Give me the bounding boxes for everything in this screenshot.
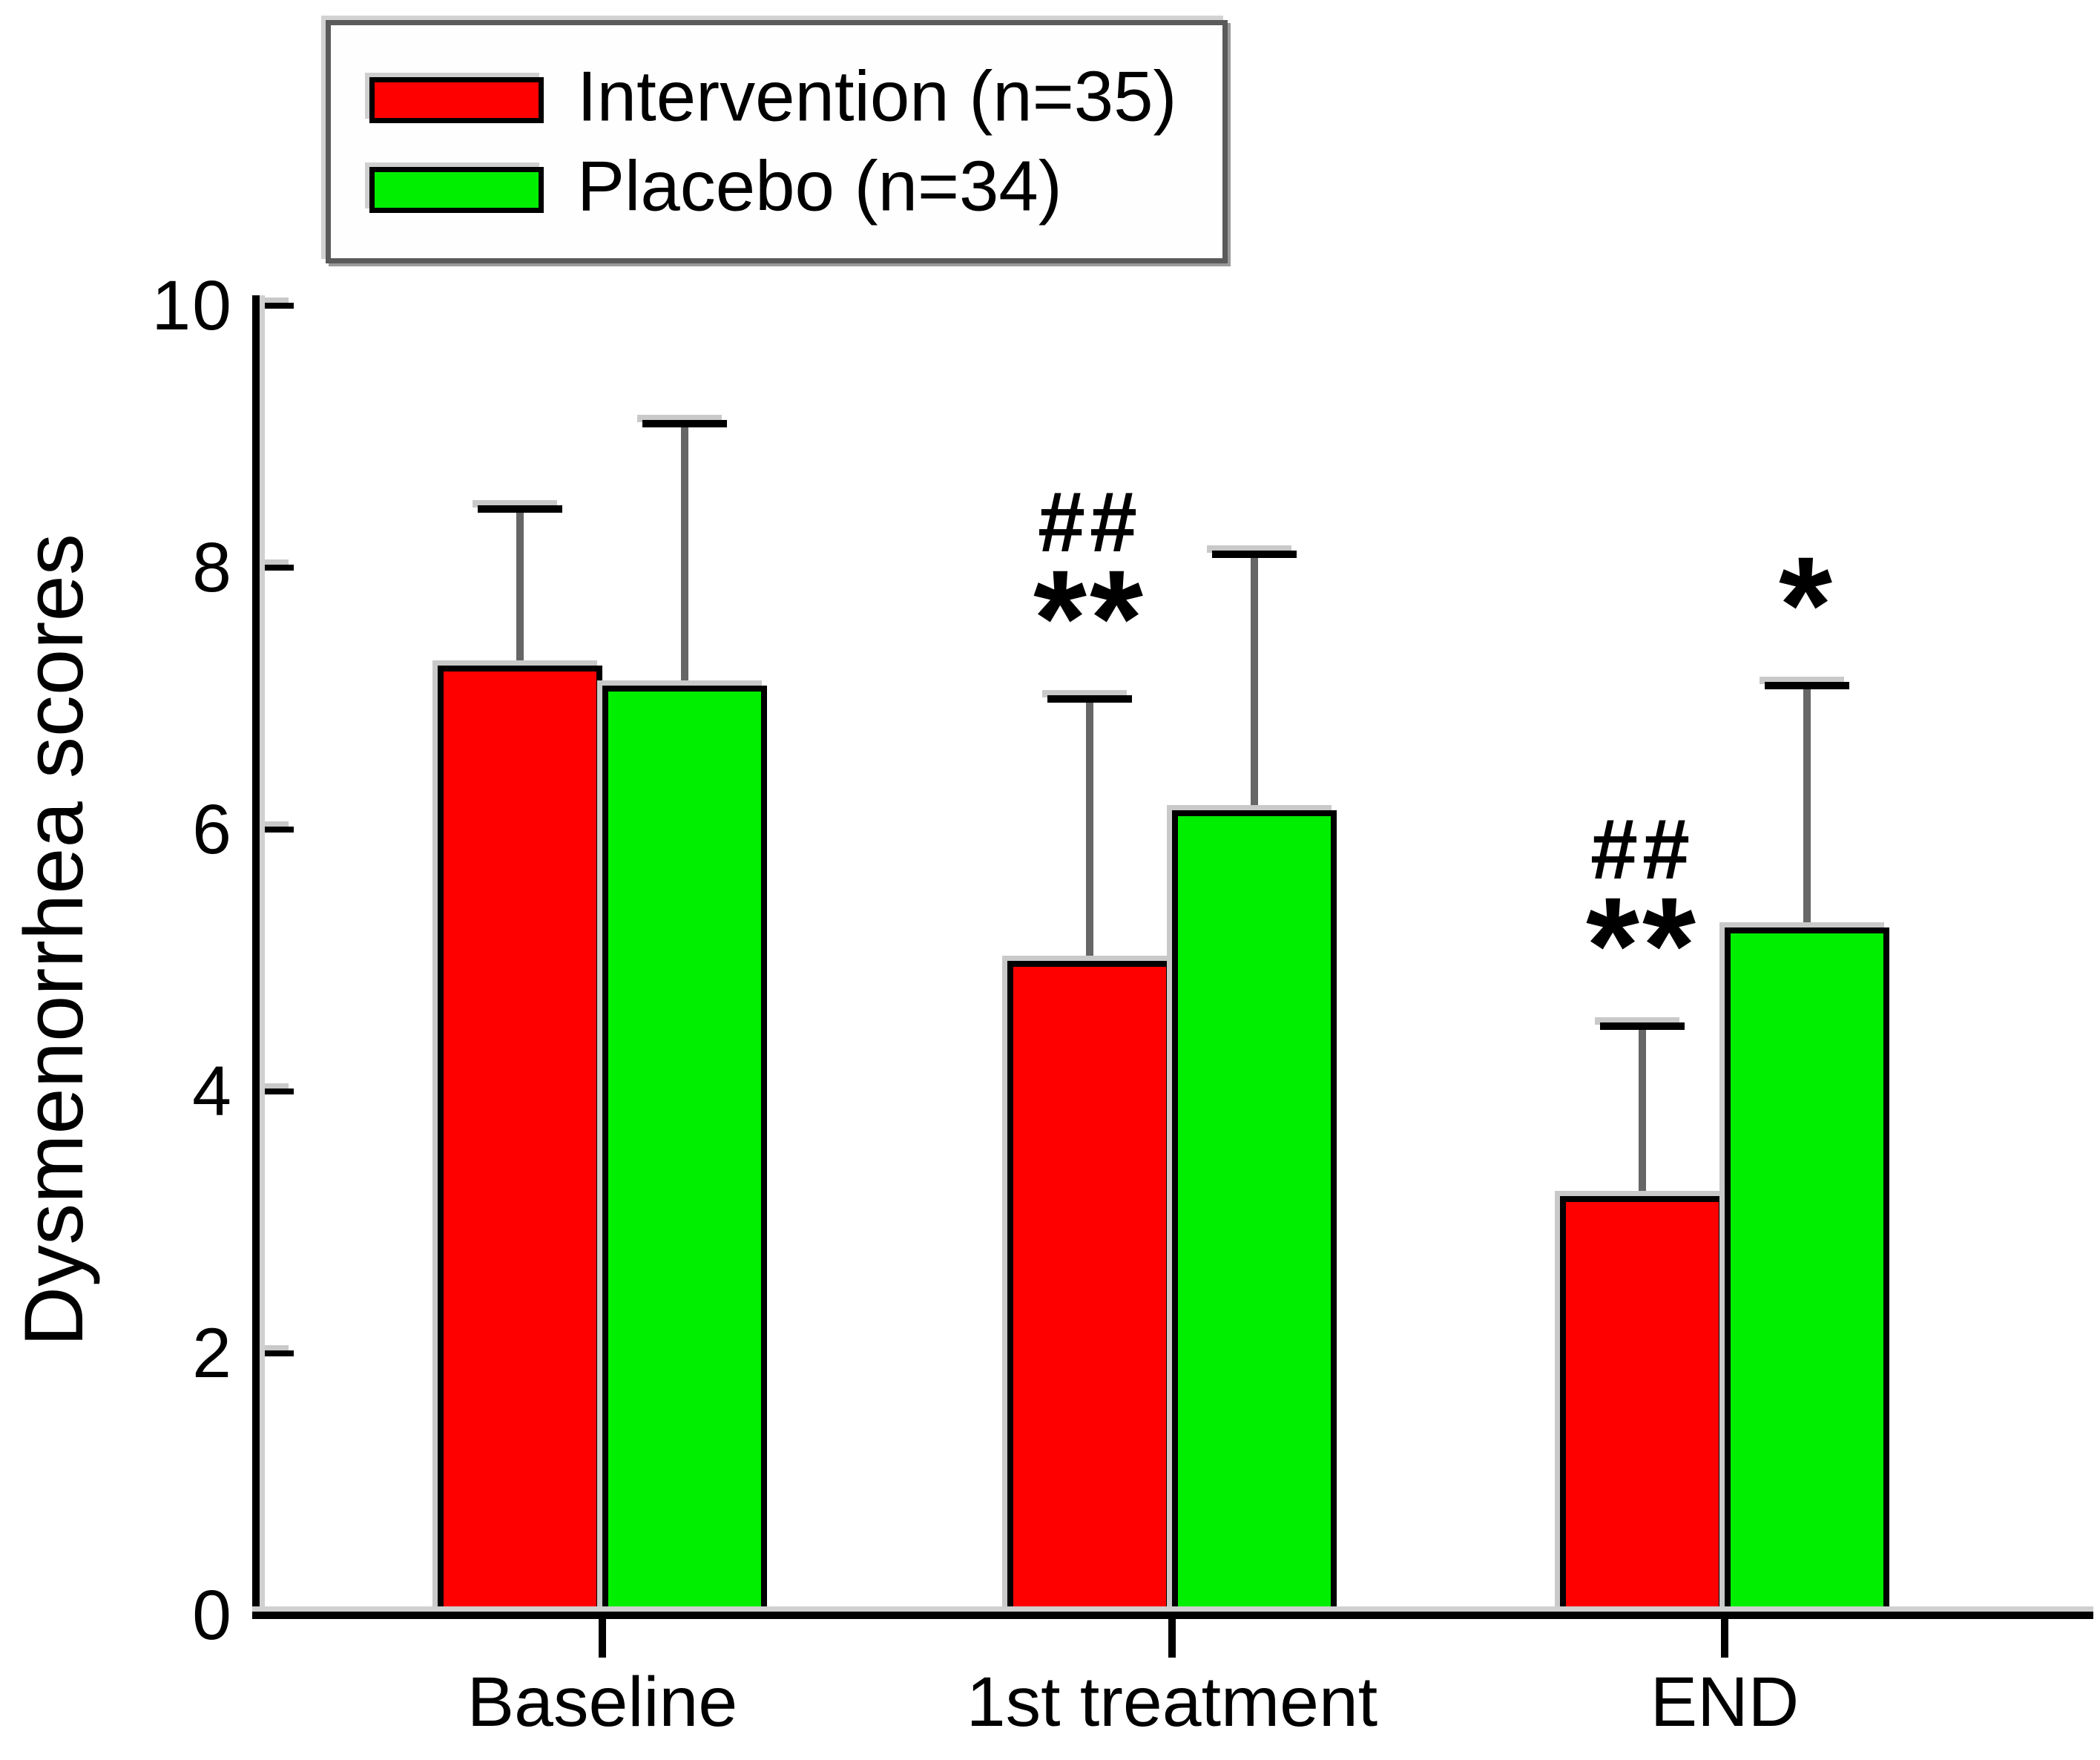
x-axis-tick — [1168, 1619, 1176, 1658]
legend-row: Placebo (n=34) — [331, 147, 1222, 226]
bar-placebo-Baseline — [602, 685, 767, 1619]
error-bar-cap — [642, 419, 727, 427]
significance-marker-star: * — [1779, 528, 1835, 682]
x-axis-category-label: Baseline — [467, 1663, 738, 1741]
error-bar-stem — [681, 423, 688, 686]
x-axis-category-label: END — [1650, 1663, 1800, 1741]
x-axis-line — [252, 1612, 2093, 1619]
error-bar-stem — [1086, 698, 1093, 961]
error-bar-stem — [1639, 1025, 1646, 1197]
legend-box: Intervention (n=35) Placebo (n=34) — [326, 20, 1228, 263]
significance-marker-star: ** — [1586, 869, 1699, 1022]
y-axis-line — [252, 295, 260, 1619]
error-bar-cap — [1765, 681, 1849, 689]
significance-marker-hash: ## — [1590, 801, 1694, 897]
error-bar-stem — [1803, 685, 1811, 928]
y-axis-tick-label: 8 — [192, 528, 233, 607]
x-axis-tick — [599, 1619, 606, 1658]
x-axis-tick — [1721, 1619, 1728, 1658]
significance-marker-hash: ## — [1038, 474, 1142, 570]
error-bar-stem — [1251, 554, 1258, 810]
significance-marker-star: ** — [1033, 542, 1146, 695]
y-axis-tick — [260, 1350, 294, 1356]
y-axis-tick-label: 2 — [192, 1314, 233, 1393]
bar-placebo-END — [1725, 927, 1889, 1619]
error-bar-cap — [1047, 695, 1132, 703]
legend-row: Intervention (n=35) — [331, 57, 1222, 137]
bar-intervention-1st treatment — [1007, 960, 1172, 1619]
legend-label: Placebo (n=34) — [577, 146, 1062, 226]
y-axis-tick-label: 6 — [192, 790, 233, 869]
error-bar-cap — [1212, 551, 1297, 559]
error-bar-cap — [478, 505, 562, 513]
y-axis-tick — [260, 1088, 294, 1094]
bar-intervention-Baseline — [438, 666, 602, 1619]
y-axis-tick — [260, 827, 294, 833]
legend-swatch-placebo — [369, 167, 544, 213]
y-axis-tick-label: 0 — [192, 1576, 233, 1655]
y-axis-tick-label: 10 — [151, 266, 233, 345]
x-axis-category-label: 1st treatment — [966, 1663, 1378, 1741]
legend-label: Intervention (n=35) — [577, 56, 1177, 137]
legend-swatch-intervention — [369, 77, 544, 123]
error-bar-cap — [1600, 1022, 1685, 1030]
error-bar-stem — [516, 508, 524, 666]
y-axis-tick — [260, 565, 294, 571]
y-axis-tick — [260, 303, 294, 309]
bar-intervention-END — [1560, 1196, 1725, 1619]
y-axis-tick-label: 4 — [192, 1052, 233, 1131]
bar-placebo-1st treatment — [1172, 810, 1337, 1619]
